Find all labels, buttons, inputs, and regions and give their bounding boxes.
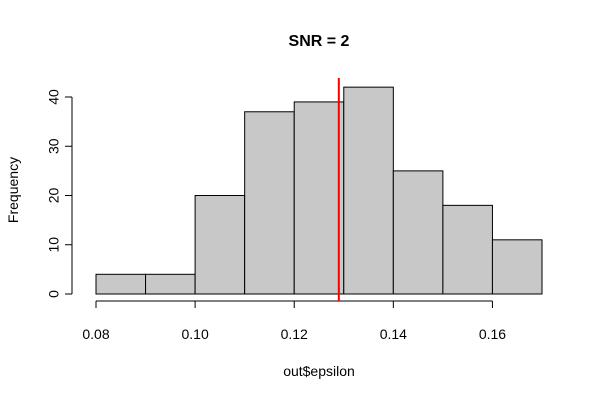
histogram-bar-2: [145, 273, 196, 295]
y-tick-label-1: 0: [46, 290, 62, 298]
chart-title: SNR = 2: [289, 33, 350, 50]
y-tick-label-3: 20: [46, 188, 62, 204]
histogram-bar-8: [442, 204, 493, 295]
histogram-bar-9: [491, 239, 543, 295]
y-axis: 0 10 20 30 40: [46, 89, 73, 298]
histogram-bar-1: [95, 273, 147, 295]
histogram-bar-6: [343, 86, 394, 295]
histogram-bar-7: [392, 170, 444, 295]
y-tick-label-5: 40: [46, 89, 62, 105]
x-axis-label: out$epsilon: [283, 363, 355, 379]
x-tick-label-4: 0.14: [380, 326, 407, 342]
histogram-bar-4: [244, 111, 295, 295]
y-axis-label: Frequency: [5, 157, 21, 223]
histogram-bar-3: [194, 195, 246, 295]
x-axis: 0.08 0.10 0.12 0.14 0.16: [82, 300, 506, 342]
y-tick-label-2: 10: [46, 237, 62, 253]
histogram-bars: [95, 86, 543, 295]
x-tick-label-5: 0.16: [479, 326, 506, 342]
y-tick-label-4: 30: [46, 138, 62, 154]
histogram-bar-5: [293, 101, 345, 295]
x-tick-label-2: 0.10: [181, 326, 208, 342]
x-tick-label-3: 0.12: [281, 326, 308, 342]
x-tick-label-1: 0.08: [82, 326, 109, 342]
